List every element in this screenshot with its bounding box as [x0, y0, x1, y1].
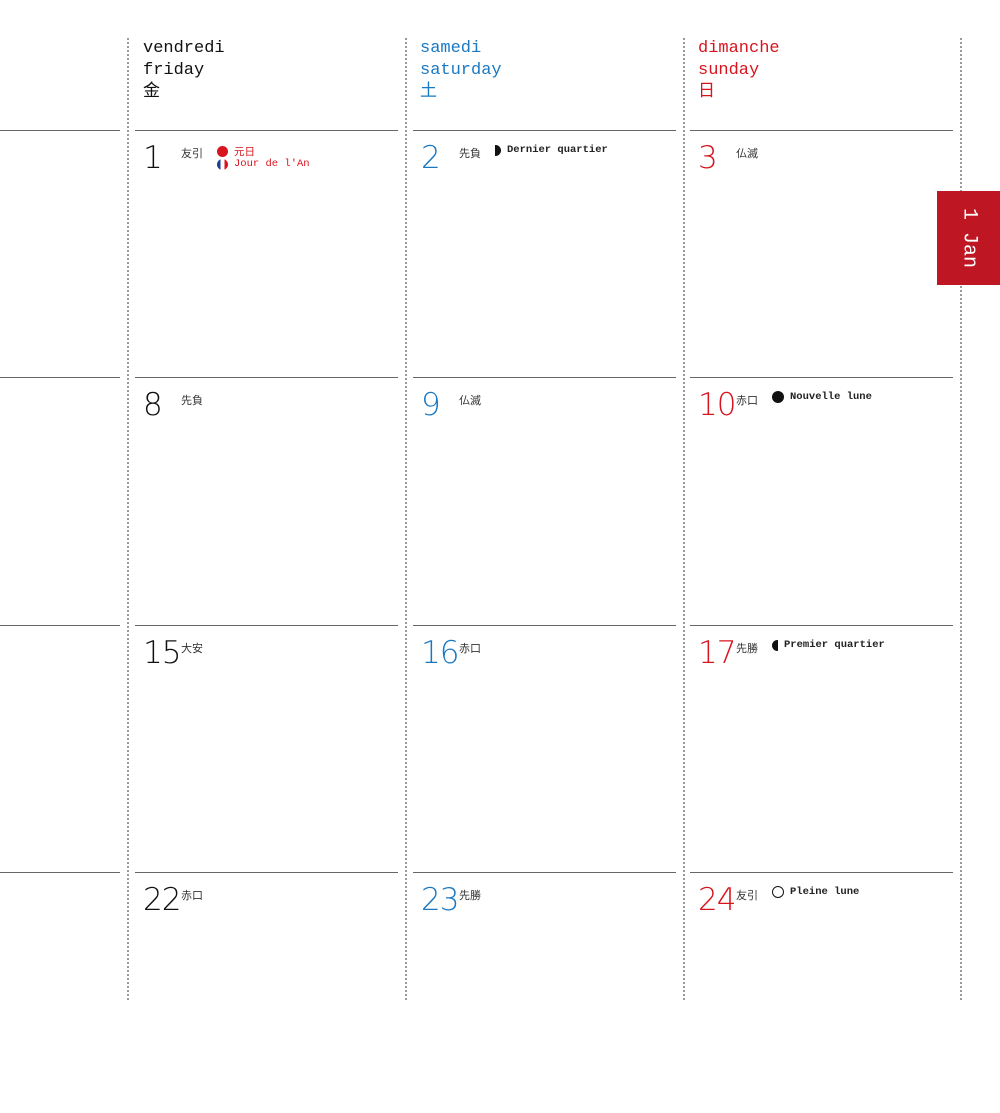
row-divider: [690, 130, 953, 131]
day-number: 24: [698, 882, 736, 918]
event: Pleine lune: [772, 886, 859, 898]
event-text: Pleine lune: [790, 886, 860, 898]
rokuyo-label: 大安: [181, 642, 203, 655]
rokuyo-label: 赤口: [736, 394, 758, 407]
day-cell[interactable]: 8 先負: [135, 378, 398, 618]
row-divider: [0, 872, 120, 873]
event: 元日: [217, 144, 255, 159]
day-name-jp: 土: [420, 83, 437, 102]
row-divider: [0, 625, 120, 626]
rokuyo-label: 先負: [459, 147, 481, 160]
row-divider: [135, 377, 398, 378]
day-number: 10: [698, 387, 736, 423]
day-number: 9: [421, 387, 441, 423]
event-text: Dernier quartier: [507, 144, 608, 156]
event-text: 元日: [234, 147, 255, 159]
day-cell[interactable]: 22 赤口: [135, 873, 398, 1113]
event: Nouvelle lune: [772, 391, 872, 403]
rokuyo-label: 先負: [181, 394, 203, 407]
rokuyo-label: 仏滅: [736, 147, 758, 160]
day-name-en: friday: [143, 61, 205, 80]
day-name-fr: dimanche: [698, 39, 780, 58]
day-name-fr: samedi: [420, 39, 482, 58]
day-number: 8: [143, 387, 163, 423]
day-cell[interactable]: 3 仏滅: [690, 131, 953, 371]
red-dot-icon: [217, 146, 228, 157]
day-cell[interactable]: 10 赤口 Nouvelle lune: [690, 378, 953, 618]
event-text: Jour de l'An: [234, 158, 310, 170]
day-cell[interactable]: 16 赤口: [413, 626, 676, 866]
rokuyo-label: 先勝: [736, 642, 758, 655]
day-name-en: sunday: [698, 61, 760, 80]
event-text: Premier quartier: [784, 639, 885, 651]
month-tab-label: 1 Jan: [957, 207, 980, 269]
row-divider: [690, 377, 953, 378]
column-divider: [127, 38, 129, 1000]
rokuyo-label: 赤口: [459, 642, 481, 655]
day-cell[interactable]: 9 仏滅: [413, 378, 676, 618]
rokuyo-label: 友引: [736, 889, 758, 902]
column-divider: [960, 38, 962, 1000]
first-quarter-moon-icon: [772, 639, 778, 651]
row-divider: [135, 872, 398, 873]
day-number: 2: [421, 140, 441, 176]
row-divider: [690, 625, 953, 626]
column-divider: [405, 38, 407, 1000]
rokuyo-label: 友引: [181, 147, 203, 160]
rokuyo-label: 仏滅: [459, 394, 481, 407]
row-divider: [0, 130, 120, 131]
day-name-fr: vendredi: [143, 39, 225, 58]
last-quarter-moon-icon: [495, 144, 501, 156]
event: Premier quartier: [772, 639, 885, 651]
day-number: 1: [143, 140, 163, 176]
row-divider: [413, 625, 676, 626]
french-flag-icon: [217, 158, 228, 170]
day-cell[interactable]: 2 先負 Dernier quartier: [413, 131, 676, 371]
day-cell[interactable]: 17 先勝 Premier quartier: [690, 626, 953, 866]
row-divider: [690, 872, 953, 873]
column-divider: [683, 38, 685, 1000]
new-moon-icon: [772, 391, 784, 403]
day-name-en: saturday: [420, 61, 502, 80]
event-text: Nouvelle lune: [790, 391, 872, 403]
full-moon-icon: [772, 886, 784, 898]
day-name-jp: 金: [143, 83, 160, 102]
row-divider: [413, 130, 676, 131]
day-cell[interactable]: 24 友引 Pleine lune: [690, 873, 953, 1113]
day-number: 17: [698, 635, 736, 671]
event: Dernier quartier: [495, 144, 608, 156]
rokuyo-label: 先勝: [459, 889, 481, 902]
row-divider: [413, 377, 676, 378]
day-number: 16: [421, 635, 459, 671]
row-divider: [413, 872, 676, 873]
day-cell[interactable]: 23 先勝: [413, 873, 676, 1113]
row-divider: [0, 377, 120, 378]
header-saturday: samedi saturday 土: [420, 38, 502, 104]
header-sunday: dimanche sunday 日: [698, 38, 780, 104]
rokuyo-label: 赤口: [181, 889, 203, 902]
month-tab[interactable]: 1 Jan: [937, 191, 1000, 285]
header-friday: vendredi friday 金: [143, 38, 225, 104]
day-number: 15: [143, 635, 181, 671]
row-divider: [135, 625, 398, 626]
day-name-jp: 日: [698, 83, 715, 102]
day-number: 22: [143, 882, 181, 918]
day-cell[interactable]: 1 友引 元日 Jour de l'An: [135, 131, 398, 371]
day-number: 3: [698, 140, 718, 176]
event: Jour de l'An: [217, 158, 310, 170]
row-divider: [135, 130, 398, 131]
day-number: 23: [421, 882, 459, 918]
day-cell[interactable]: 15 大安: [135, 626, 398, 866]
